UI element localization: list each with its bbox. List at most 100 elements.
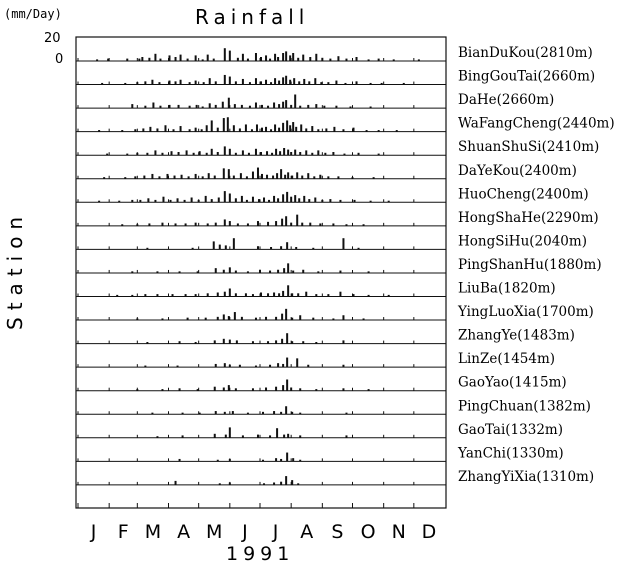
rain-bar	[154, 53, 157, 61]
station-row: GaoYao(1415m)	[76, 375, 567, 392]
rain-bar	[324, 152, 327, 156]
rain-bar	[178, 388, 181, 391]
rain-bar	[216, 459, 219, 462]
y-tick-label-top: 20	[44, 31, 61, 46]
rain-bar	[335, 80, 338, 85]
rain-bar	[367, 271, 370, 273]
rain-bar	[305, 291, 308, 297]
rain-bar	[307, 364, 310, 368]
rain-bar	[222, 314, 225, 321]
rain-bar	[98, 130, 101, 132]
rain-bar	[246, 412, 249, 415]
rain-bar	[345, 412, 348, 415]
rain-bar	[335, 105, 338, 109]
rain-bar	[195, 104, 198, 109]
rain-bar	[279, 151, 282, 156]
rain-bar	[282, 290, 285, 297]
x-month-label: F	[118, 521, 129, 543]
rain-bar	[299, 388, 302, 391]
rain-bar	[222, 387, 225, 391]
rain-bar	[315, 53, 318, 61]
rain-bar	[177, 104, 180, 109]
rain-bar	[282, 122, 285, 132]
rain-bar	[339, 199, 342, 203]
station-row: YanChi(1330m)	[76, 445, 564, 462]
rain-bar	[312, 317, 315, 321]
rain-bar	[151, 412, 154, 415]
rain-bar	[302, 341, 305, 344]
rain-bar	[277, 198, 280, 203]
rain-bar	[213, 433, 216, 438]
rain-bar	[136, 152, 139, 156]
rain-bar	[269, 364, 272, 368]
rain-bar	[323, 105, 326, 109]
rain-bar	[392, 59, 395, 61]
rain-bar	[222, 269, 225, 273]
rain-bar	[282, 385, 285, 391]
rain-bar	[144, 365, 147, 368]
rain-bar	[218, 483, 221, 485]
rain-bar	[292, 53, 295, 61]
rain-bar	[234, 293, 237, 297]
rain-bar	[240, 195, 243, 203]
rain-bar	[342, 388, 345, 391]
rain-bar	[232, 175, 235, 179]
rain-bar	[339, 270, 342, 273]
rain-bar	[256, 434, 259, 438]
rain-bar	[296, 214, 299, 226]
rain-bar	[162, 196, 165, 203]
rain-bar	[274, 78, 277, 85]
station-row: LinZe(1454m)	[76, 351, 555, 368]
rain-bar	[269, 58, 272, 61]
rain-bar	[248, 105, 251, 109]
rain-bar	[327, 294, 330, 297]
rain-bar	[223, 363, 226, 368]
rain-bar	[213, 175, 216, 179]
rain-bar	[174, 57, 177, 61]
rain-bar	[302, 269, 305, 273]
rain-bar	[245, 176, 248, 179]
station-label: HongShaHe(2290m)	[458, 210, 599, 226]
rain-bar	[170, 151, 173, 156]
rain-bar	[273, 102, 276, 109]
rain-bar	[222, 168, 225, 179]
rain-bar	[273, 292, 276, 297]
rain-bar	[210, 120, 213, 132]
rain-bar	[287, 149, 290, 156]
chart-title: Rainfall	[195, 5, 309, 29]
rain-bar	[273, 411, 276, 415]
rain-bar	[297, 293, 300, 297]
rain-bar	[223, 48, 226, 61]
rain-bar	[232, 238, 235, 250]
station-row: DaHe(2660m)	[76, 92, 554, 109]
rain-bar	[136, 82, 139, 85]
rain-bar	[179, 54, 182, 61]
rain-bar	[187, 176, 190, 179]
rain-bar	[227, 97, 230, 109]
x-month-label: M	[145, 521, 161, 543]
rain-bar	[303, 195, 306, 203]
rain-bar	[387, 200, 390, 203]
rain-bar	[320, 82, 323, 85]
rain-bar	[291, 175, 294, 179]
rain-bar	[185, 150, 188, 156]
rain-bar	[176, 365, 179, 368]
rain-bar	[274, 53, 277, 61]
rain-bar	[372, 177, 375, 179]
rain-bar	[286, 120, 289, 132]
rain-bar	[263, 197, 266, 203]
rain-bar	[227, 316, 230, 321]
rain-bar	[280, 481, 283, 485]
rain-bar	[283, 268, 286, 273]
rain-bar	[101, 82, 104, 85]
rain-bar	[342, 340, 345, 344]
rain-bar	[299, 459, 302, 462]
rain-bar	[319, 223, 322, 226]
rain-bar	[257, 199, 260, 203]
rain-bar	[201, 59, 204, 61]
rain-bar	[302, 54, 305, 61]
rain-bar	[265, 55, 268, 61]
rain-bar	[329, 58, 332, 61]
x-month-label: D	[422, 521, 437, 543]
rain-bar	[266, 151, 269, 156]
